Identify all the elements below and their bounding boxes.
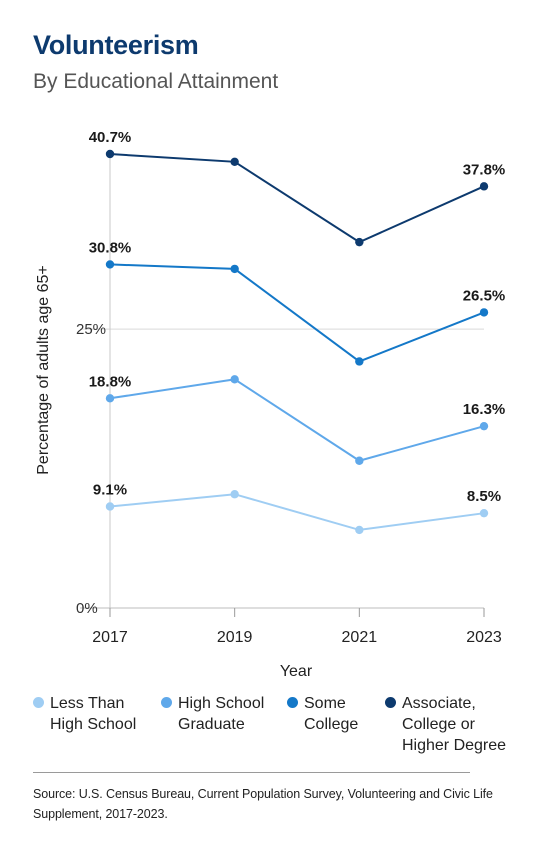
x-tick-label: 2019	[217, 629, 253, 646]
data-label: 16.3%	[463, 401, 506, 418]
data-point	[479, 508, 489, 518]
legend-label: Some College	[304, 695, 359, 733]
legend-item: Some College	[287, 693, 358, 735]
data-point	[355, 525, 364, 535]
data-point	[355, 357, 364, 366]
chart-subtitle: By Educational Attainment	[33, 70, 279, 93]
chart-title: Volunteerism	[33, 30, 199, 60]
legend-label: Less Than High School	[50, 695, 137, 733]
legend-label: Associate, College or Higher Degree	[402, 695, 507, 754]
line-chart: 0% 25% 2017 2019 2021 2023 Year Percentage of a…	[35, 129, 506, 680]
legend-item: Associate, College or Higher Degree	[385, 693, 506, 756]
data-label: 9.1%	[93, 481, 127, 498]
data-point	[230, 490, 239, 499]
source-divider	[33, 772, 470, 773]
data-point	[230, 264, 239, 274]
data-point	[105, 149, 115, 159]
y-tick-label: 25%	[76, 321, 106, 338]
legend-item: High School Graduate	[161, 693, 264, 735]
legend-swatch	[33, 697, 44, 708]
data-label: 40.7%	[89, 129, 132, 146]
x-tick-label: 2021	[342, 629, 378, 646]
data-label: 37.8%	[463, 161, 506, 178]
series-line-0	[109, 493, 485, 531]
series-line-2	[109, 263, 485, 363]
legend-swatch	[287, 697, 298, 708]
x-tick-label: 2023	[466, 629, 502, 646]
data-point	[105, 260, 115, 269]
data-point	[479, 421, 489, 431]
data-point	[105, 502, 115, 511]
y-tick-label: 0%	[76, 600, 98, 617]
x-tick-label: 2017	[92, 629, 128, 646]
legend-label: High School Graduate	[178, 695, 265, 733]
series-line-3	[109, 153, 485, 244]
data-point	[230, 375, 239, 384]
data-point	[355, 237, 364, 247]
data-label: 18.8%	[89, 373, 132, 390]
data-label: 8.5%	[467, 488, 501, 505]
source-note: Source: U.S. Census Bureau, Current Popu…	[33, 787, 493, 821]
legend-swatch	[161, 697, 172, 708]
data-label: 30.8%	[89, 239, 132, 256]
legend-item: Less Than High School	[33, 693, 136, 735]
data-point	[479, 308, 489, 317]
x-axis-title: Year	[280, 663, 313, 680]
data-point	[479, 182, 489, 191]
data-point	[355, 456, 364, 465]
data-label: 26.5%	[463, 287, 506, 304]
data-point	[230, 157, 239, 167]
legend-swatch	[385, 697, 396, 708]
y-axis-title: Percentage of adults age 65+	[35, 265, 52, 475]
data-point	[105, 394, 115, 403]
series-line-1	[109, 378, 485, 462]
